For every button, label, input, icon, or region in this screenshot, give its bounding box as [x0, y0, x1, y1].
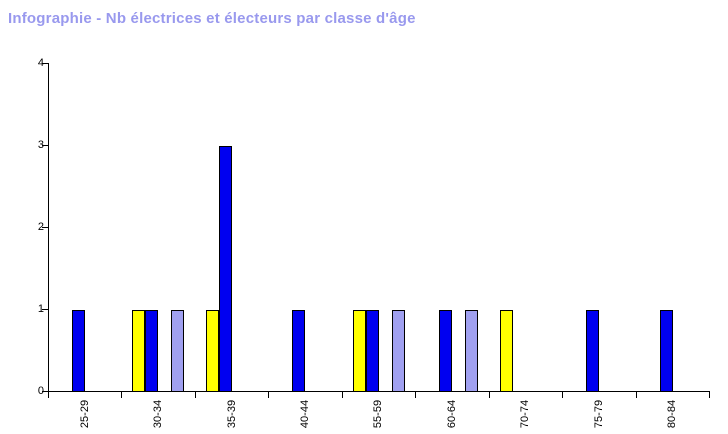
x-axis-tick-label: 55-59: [360, 396, 396, 432]
x-axis-tick: [636, 391, 637, 398]
y-axis-tick-label: 0: [37, 385, 44, 397]
bar-blue-25-29: [72, 310, 85, 392]
bar-yellow-70-74: [500, 310, 513, 392]
x-axis-tick-label: 35-39: [214, 396, 250, 432]
x-axis-tick-label-text: 25-29: [78, 399, 91, 429]
bar-blue-55-59: [366, 310, 379, 392]
bar-lavender-55-59: [392, 310, 405, 392]
x-axis-tick-label: 25-29: [67, 396, 103, 432]
y-axis-tick: [42, 145, 48, 146]
bar-blue-35-39: [219, 146, 232, 392]
x-axis-tick-label: 40-44: [287, 396, 323, 432]
x-axis-tick-label: 75-79: [581, 396, 617, 432]
x-axis-tick: [48, 391, 49, 398]
x-axis-tick-label-text: 75-79: [592, 399, 605, 429]
x-axis-tick-label-text: 70-74: [518, 399, 531, 429]
x-axis-tick-label: 30-34: [140, 396, 176, 432]
x-axis-tick: [195, 391, 196, 398]
bar-blue-30-34: [145, 310, 158, 392]
x-axis-tick-label-text: 35-39: [225, 399, 238, 429]
bar-lavender-30-34: [171, 310, 184, 392]
bar-blue-80-84: [660, 310, 673, 392]
x-axis-tick: [489, 391, 490, 398]
x-axis-tick: [342, 391, 343, 398]
y-axis-tick-label: 4: [37, 57, 44, 69]
x-axis-tick-label: 60-64: [434, 396, 470, 432]
bar-blue-75-79: [586, 310, 599, 392]
x-axis-tick-label-text: 80-84: [665, 399, 678, 429]
x-axis-tick-label: 80-84: [654, 396, 690, 432]
y-axis-tick-label: 1: [37, 303, 44, 315]
y-axis-tick: [42, 309, 48, 310]
x-axis-tick-label-text: 30-34: [151, 399, 164, 429]
bar-yellow-55-59: [353, 310, 366, 392]
x-axis-tick-label: 70-74: [507, 396, 543, 432]
x-axis-tick: [121, 391, 122, 398]
chart-title: Infographie - Nb électrices et électeurs…: [8, 10, 416, 27]
x-axis-line: [48, 391, 710, 392]
bar-yellow-30-34: [132, 310, 145, 392]
bar-blue-60-64: [439, 310, 452, 392]
y-axis-tick-label: 3: [37, 139, 44, 151]
y-axis-tick: [42, 63, 48, 64]
x-axis-tick: [562, 391, 563, 398]
x-axis-tick: [268, 391, 269, 398]
x-axis-tick-label-text: 60-64: [445, 399, 458, 429]
bar-yellow-35-39: [206, 310, 219, 392]
x-axis-tick: [415, 391, 416, 398]
bar-lavender-60-64: [465, 310, 478, 392]
y-axis-tick: [42, 227, 48, 228]
bar-blue-40-44: [292, 310, 305, 392]
y-axis-tick-label: 2: [37, 221, 44, 233]
y-axis-line: [48, 63, 49, 392]
y-axis-tick: [42, 391, 48, 392]
x-axis-tick: [709, 391, 710, 398]
x-axis-tick-label-text: 40-44: [298, 399, 311, 429]
x-axis-tick-label-text: 55-59: [371, 399, 384, 429]
